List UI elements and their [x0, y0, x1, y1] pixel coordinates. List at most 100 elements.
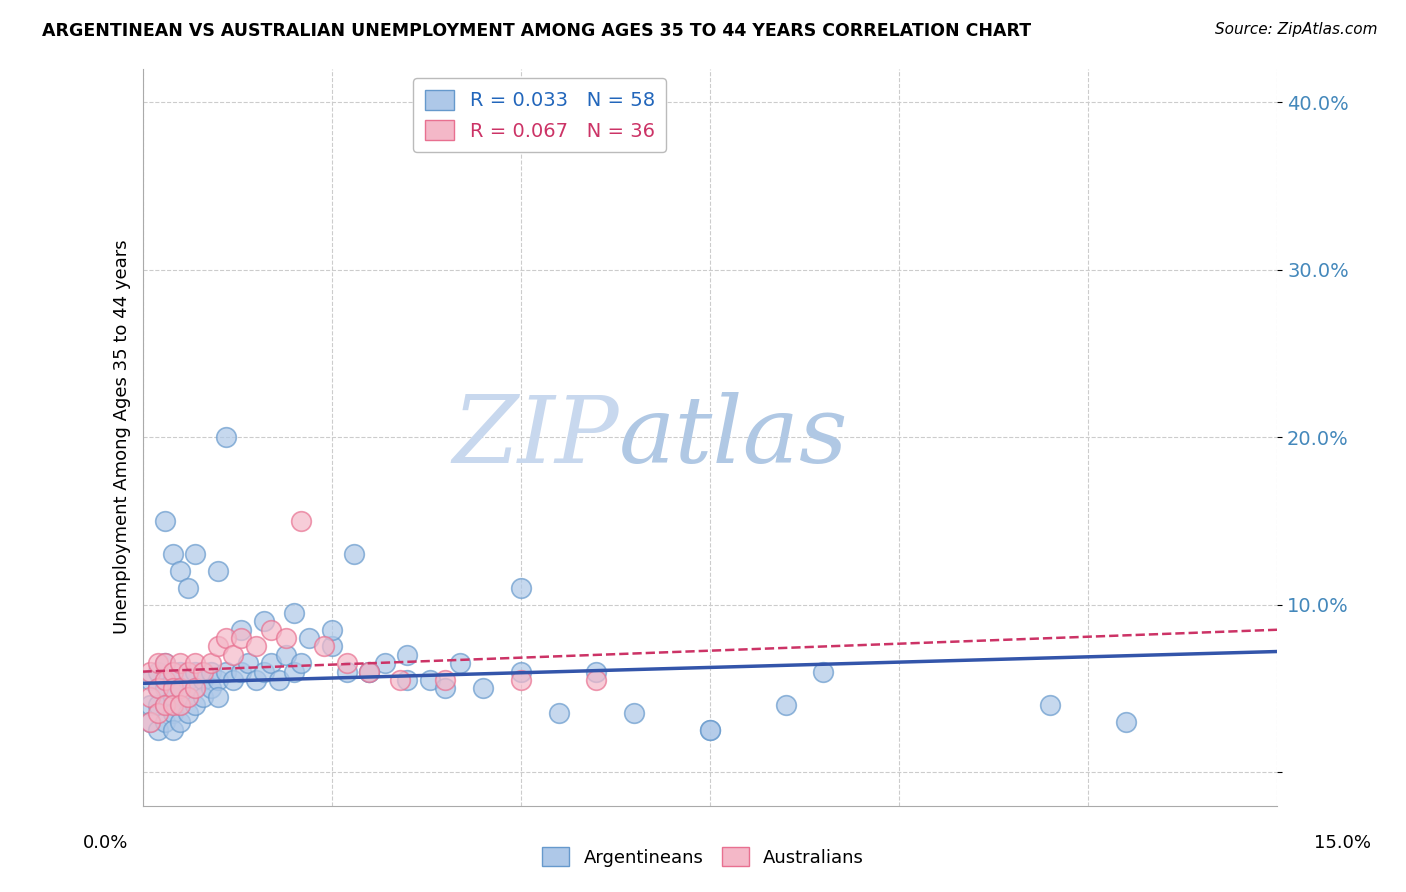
- Point: [434, 673, 457, 687]
- Point: [298, 631, 321, 645]
- Point: [155, 698, 177, 712]
- Text: atlas: atlas: [619, 392, 849, 482]
- Point: [155, 681, 177, 696]
- Point: [1115, 714, 1137, 729]
- Point: [229, 623, 252, 637]
- Point: [169, 657, 191, 671]
- Point: [184, 698, 207, 712]
- Legend: Argentineans, Australians: Argentineans, Australians: [534, 840, 872, 874]
- Legend: R = 0.033   N = 58, R = 0.067   N = 36: R = 0.033 N = 58, R = 0.067 N = 36: [413, 78, 666, 153]
- Text: 15.0%: 15.0%: [1315, 834, 1371, 852]
- Point: [162, 665, 184, 679]
- Point: [169, 698, 191, 712]
- Point: [162, 681, 184, 696]
- Point: [585, 673, 607, 687]
- Point: [162, 673, 184, 687]
- Point: [252, 665, 274, 679]
- Point: [139, 698, 162, 712]
- Point: [139, 714, 162, 729]
- Point: [139, 690, 162, 704]
- Point: [177, 706, 200, 721]
- Point: [177, 581, 200, 595]
- Point: [191, 690, 214, 704]
- Point: [184, 681, 207, 696]
- Point: [267, 673, 290, 687]
- Point: [229, 665, 252, 679]
- Point: [283, 606, 305, 620]
- Point: [509, 673, 531, 687]
- Point: [260, 657, 283, 671]
- Text: 0.0%: 0.0%: [83, 834, 128, 852]
- Point: [1039, 698, 1062, 712]
- Point: [146, 706, 169, 721]
- Point: [184, 547, 207, 561]
- Point: [162, 698, 184, 712]
- Point: [169, 564, 191, 578]
- Point: [314, 640, 336, 654]
- Point: [191, 665, 214, 679]
- Text: ZIP: ZIP: [453, 392, 619, 482]
- Point: [388, 673, 411, 687]
- Point: [155, 657, 177, 671]
- Text: ARGENTINEAN VS AUSTRALIAN UNEMPLOYMENT AMONG AGES 35 TO 44 YEARS CORRELATION CHA: ARGENTINEAN VS AUSTRALIAN UNEMPLOYMENT A…: [42, 22, 1032, 40]
- Point: [215, 631, 238, 645]
- Point: [177, 690, 200, 704]
- Point: [162, 706, 184, 721]
- Point: [139, 714, 162, 729]
- Point: [146, 698, 169, 712]
- Point: [434, 681, 457, 696]
- Point: [207, 564, 229, 578]
- Point: [252, 615, 274, 629]
- Point: [547, 706, 569, 721]
- Point: [177, 665, 200, 679]
- Point: [200, 657, 222, 671]
- Point: [162, 547, 184, 561]
- Point: [146, 657, 169, 671]
- Point: [699, 723, 721, 738]
- Point: [276, 648, 298, 662]
- Point: [155, 514, 177, 528]
- Point: [585, 665, 607, 679]
- Point: [146, 665, 169, 679]
- Point: [207, 690, 229, 704]
- Point: [155, 714, 177, 729]
- Point: [200, 665, 222, 679]
- Point: [177, 673, 200, 687]
- Point: [169, 665, 191, 679]
- Point: [162, 690, 184, 704]
- Point: [245, 640, 267, 654]
- Point: [169, 681, 191, 696]
- Point: [321, 640, 343, 654]
- Point: [359, 665, 381, 679]
- Point: [139, 673, 162, 687]
- Y-axis label: Unemployment Among Ages 35 to 44 years: Unemployment Among Ages 35 to 44 years: [114, 240, 131, 634]
- Point: [321, 623, 343, 637]
- Point: [184, 657, 207, 671]
- Point: [139, 665, 162, 679]
- Point: [155, 673, 177, 687]
- Point: [343, 547, 366, 561]
- Point: [146, 681, 169, 696]
- Point: [396, 673, 419, 687]
- Point: [472, 681, 495, 696]
- Point: [215, 430, 238, 444]
- Point: [813, 665, 835, 679]
- Point: [155, 698, 177, 712]
- Point: [283, 665, 305, 679]
- Point: [699, 723, 721, 738]
- Point: [184, 681, 207, 696]
- Point: [290, 657, 312, 671]
- Point: [336, 665, 359, 679]
- Point: [184, 665, 207, 679]
- Point: [169, 714, 191, 729]
- Point: [396, 648, 419, 662]
- Point: [260, 623, 283, 637]
- Point: [169, 681, 191, 696]
- Point: [177, 690, 200, 704]
- Point: [374, 657, 396, 671]
- Point: [146, 723, 169, 738]
- Point: [359, 665, 381, 679]
- Point: [359, 665, 381, 679]
- Point: [276, 631, 298, 645]
- Point: [222, 673, 245, 687]
